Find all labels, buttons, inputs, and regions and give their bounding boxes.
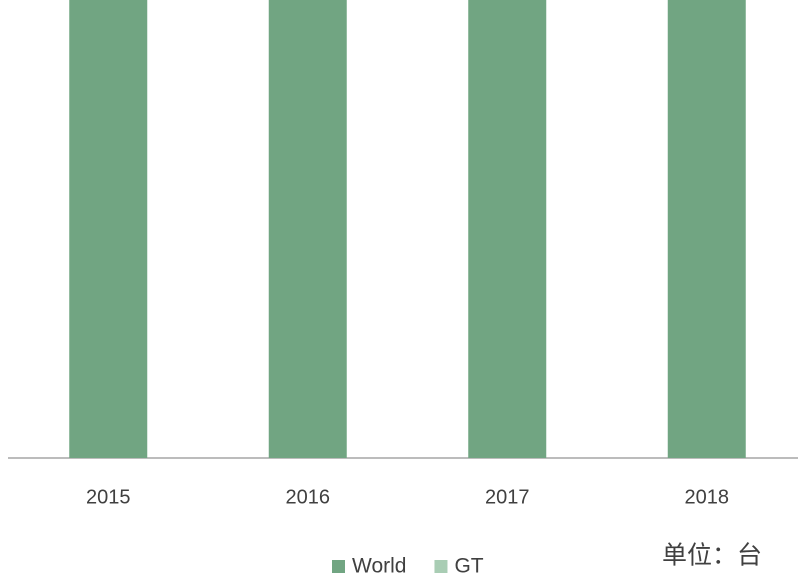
x-tick-label: 2017 — [485, 486, 530, 508]
legend-label: GT — [454, 555, 483, 578]
bar-segment — [667, 0, 746, 459]
legend-swatch — [332, 560, 345, 573]
x-tick-label: 2018 — [685, 486, 730, 508]
x-tick-label: 2016 — [286, 486, 331, 508]
x-tick-label: 2015 — [86, 486, 131, 508]
legend-swatch — [434, 560, 448, 573]
unit-note: 单位：台 — [662, 542, 762, 570]
bar-segment — [268, 0, 347, 458]
bar-segment — [468, 0, 547, 458]
bar-segment — [69, 0, 148, 459]
legend-label: World — [352, 555, 406, 578]
